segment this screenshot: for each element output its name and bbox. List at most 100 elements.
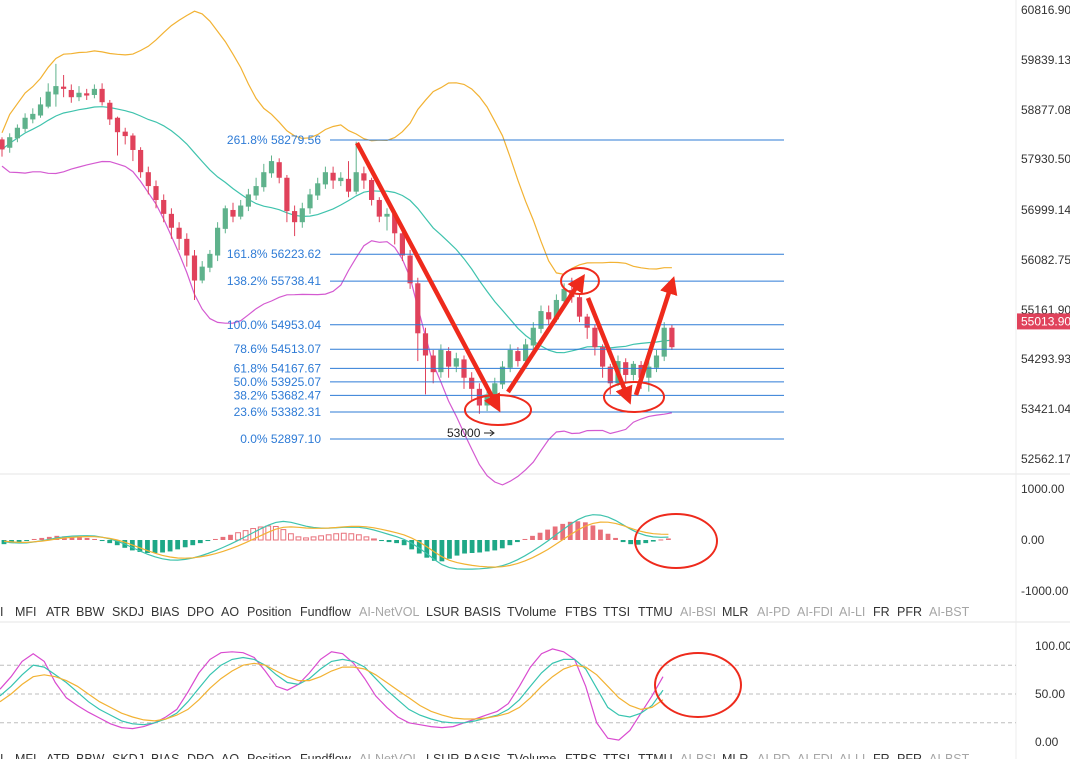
- price-tick: 56999.14: [1021, 203, 1070, 217]
- indicator-tab[interactable]: AI-PD: [757, 752, 790, 759]
- price-tick: 57930.50: [1021, 152, 1070, 166]
- indicator-tab[interactable]: Fundflow: [300, 752, 352, 759]
- current-price-label: 55013.90: [1021, 314, 1070, 328]
- indicator-tab[interactable]: TVolume: [507, 605, 556, 619]
- histogram-bar: [598, 529, 603, 540]
- candle-body: [415, 283, 421, 334]
- candle-body: [207, 253, 213, 268]
- band-middle: [1, 106, 672, 354]
- indicator-tab[interactable]: LSUR: [426, 605, 459, 619]
- oscillator-line: [0, 648, 664, 741]
- histogram-bar: [643, 540, 649, 544]
- indicator-tab[interactable]: AO: [221, 752, 239, 759]
- candle: [53, 63, 59, 107]
- indicator-tab[interactable]: SKDJ: [112, 752, 144, 759]
- indicator-tab[interactable]: BIAS: [151, 752, 180, 759]
- candle: [330, 166, 336, 189]
- indicator-tab[interactable]: BASIS: [464, 605, 501, 619]
- candle: [114, 116, 121, 156]
- indicator-tab[interactable]: LSUR: [426, 752, 459, 759]
- indicator-tab[interactable]: AI-NetVOL: [359, 752, 419, 759]
- indicator-tab[interactable]: AI-NetVOL: [359, 605, 419, 619]
- indicator-tab[interactable]: BASIS: [464, 752, 501, 759]
- indicator-tab[interactable]: Fundflow: [300, 605, 352, 619]
- candle: [430, 349, 436, 384]
- indicator-tab[interactable]: AI-BSI: [680, 605, 716, 619]
- indicator-tab[interactable]: AI-BST: [929, 605, 970, 619]
- indicator-tab[interactable]: I: [0, 605, 3, 619]
- candle-body: [30, 113, 36, 120]
- candle-body: [353, 172, 359, 192]
- indicator-tab[interactable]: MFI: [15, 752, 37, 759]
- indicator-tab[interactable]: ATR: [46, 752, 70, 759]
- candle-body: [0, 139, 5, 150]
- candle: [207, 249, 213, 273]
- candle: [630, 361, 636, 381]
- indicator-tab[interactable]: DPO: [187, 605, 214, 619]
- histogram-bar: [160, 540, 165, 553]
- candle: [345, 161, 352, 198]
- histogram-bar: [620, 540, 626, 543]
- trend-arrow: [633, 276, 678, 396]
- candle: [422, 327, 429, 395]
- candle: [646, 361, 652, 392]
- histogram-bar: [39, 537, 45, 540]
- candle: [176, 222, 182, 250]
- fib-label: 261.8% 58279.56: [227, 133, 321, 147]
- indicator-tab[interactable]: TTSI: [603, 752, 630, 759]
- oscillator-circle: [654, 652, 742, 718]
- indicator-tab[interactable]: FTBS: [565, 605, 597, 619]
- candle-body: [376, 199, 382, 217]
- candle: [222, 205, 228, 234]
- indicator-tab[interactable]: SKDJ: [112, 605, 144, 619]
- indicator-tab[interactable]: BBW: [76, 752, 105, 759]
- histogram-bar: [145, 540, 150, 553]
- indicator-tab[interactable]: BBW: [76, 605, 105, 619]
- indicator-tab[interactable]: AI-PD: [757, 605, 790, 619]
- candle: [461, 355, 467, 389]
- indicator-tab[interactable]: BIAS: [151, 605, 180, 619]
- indicator-tab[interactable]: AI-LI: [839, 605, 865, 619]
- candle: [22, 113, 28, 133]
- indicator-tab[interactable]: AI-FDI: [797, 605, 833, 619]
- histogram-pane: 1000.00 0.00 -1000.00: [1, 482, 1069, 598]
- fib-label: 100.0% 54953.04: [227, 318, 321, 332]
- indicator-tab[interactable]: TTSI: [603, 605, 630, 619]
- indicator-tab[interactable]: TTMU: [638, 605, 673, 619]
- candle: [91, 84, 97, 99]
- indicator-tab[interactable]: PFR: [897, 605, 922, 619]
- indicator-tab[interactable]: AI-BSI: [680, 752, 716, 759]
- indicator-tab[interactable]: TTMU: [638, 752, 673, 759]
- indicator-tab[interactable]: TVolume: [507, 752, 556, 759]
- indicator-tab[interactable]: Position: [247, 605, 292, 619]
- candle-body: [392, 213, 398, 234]
- histogram-bar: [167, 540, 173, 552]
- indicator-tab[interactable]: MLR: [722, 605, 748, 619]
- indicator-tab[interactable]: AI-FDI: [797, 752, 833, 759]
- indicator-tab[interactable]: I: [0, 752, 3, 759]
- indicator-tab[interactable]: Position: [247, 752, 292, 759]
- band-lower: [1, 160, 673, 486]
- indicator-tab[interactable]: AI-BST: [929, 752, 970, 759]
- indicator-tab[interactable]: PFR: [897, 752, 922, 759]
- indicator-tabs[interactable]: I MFI ATR BBW SKDJ BIAS DPO AO Position Fundflow A…: [0, 605, 970, 619]
- indicator-tabs-lower[interactable]: I MFI ATR BBW SKDJ BIAS DPO AO Position Fundflow A…: [0, 752, 970, 759]
- indicator-tab[interactable]: AI-LI: [839, 752, 865, 759]
- candle-body: [384, 213, 390, 217]
- histogram-bar: [515, 540, 520, 543]
- indicator-tab[interactable]: DPO: [187, 752, 214, 759]
- candle-body: [107, 102, 113, 120]
- indicator-tab[interactable]: AO: [221, 605, 239, 619]
- indicator-tab[interactable]: FR: [873, 752, 890, 759]
- indicator-tab[interactable]: FTBS: [565, 752, 597, 759]
- indicator-tab[interactable]: MFI: [15, 605, 37, 619]
- candle: [384, 208, 390, 231]
- histogram-bar: [439, 540, 445, 562]
- candle-body: [191, 255, 198, 281]
- trend-arrow: [585, 297, 633, 405]
- indicator-tab[interactable]: ATR: [46, 605, 70, 619]
- indicator-tab[interactable]: MLR: [722, 752, 748, 759]
- fibonacci-levels[interactable]: 261.8% 58279.56 161.8% 56223.62 138.2% 557…: [227, 133, 784, 446]
- indicator-tab[interactable]: FR: [873, 605, 890, 619]
